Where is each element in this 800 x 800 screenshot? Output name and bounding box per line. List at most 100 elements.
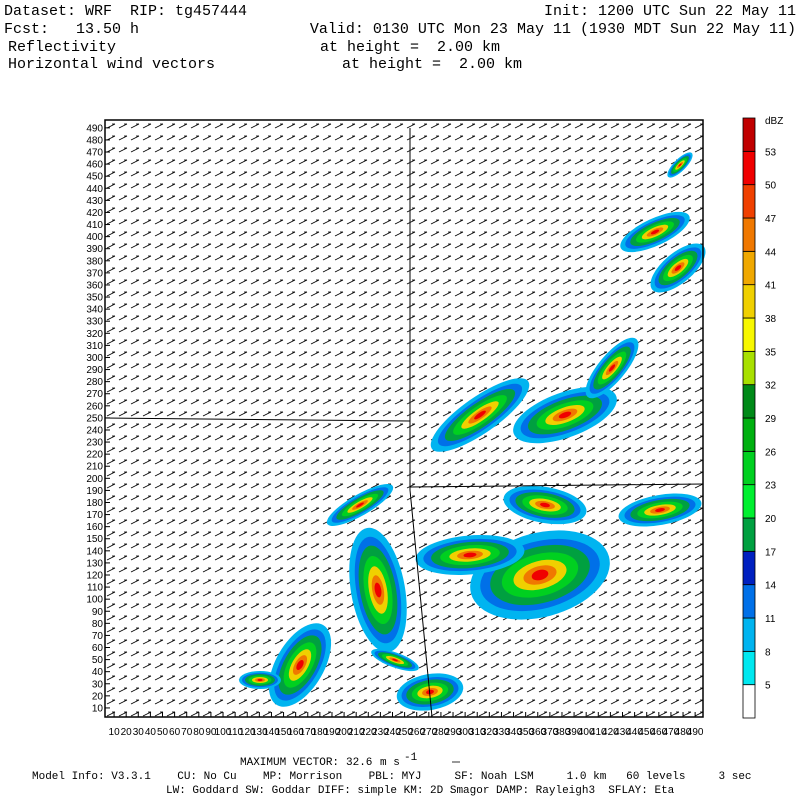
x-tick-label: 390 <box>566 727 583 738</box>
colorbar-box <box>742 117 756 152</box>
colorbar-label: 11 <box>765 614 776 625</box>
init-time: Init: 1200 UTC Sun 22 May 11 <box>544 3 796 20</box>
dataset: Dataset: WRF RIP: tg457444 <box>4 3 247 20</box>
y-tick-label: 60 <box>92 643 104 654</box>
x-tick-label: 250 <box>396 727 413 738</box>
colorbar-label: 32 <box>765 381 777 392</box>
y-tick-label: 230 <box>86 438 103 449</box>
colorbar-box <box>742 184 756 219</box>
field-name: Horizontal wind vectors <box>8 56 215 73</box>
y-tick-label: 170 <box>86 510 103 521</box>
y-tick-label: 30 <box>92 679 104 690</box>
x-tick-label: 150 <box>275 727 292 738</box>
colorbar-box <box>742 650 756 686</box>
x-tick-label: 90 <box>205 727 217 738</box>
max-vector-value: 32.6 <box>346 757 372 769</box>
x-tick-label: 350 <box>517 727 534 738</box>
y-tick-label: 330 <box>86 317 103 328</box>
colorbar-label: 47 <box>765 214 777 225</box>
x-tick-label: 60 <box>169 727 181 738</box>
x-tick-label: 100 <box>215 727 232 738</box>
colorbar-box <box>742 517 756 552</box>
y-tick-label: 240 <box>86 425 103 436</box>
x-tick-label: 490 <box>687 727 704 738</box>
y-tick-label: 180 <box>86 498 103 509</box>
y-tick-label: 360 <box>86 280 103 291</box>
y-tick-label: 450 <box>86 172 103 183</box>
x-tick-label: 290 <box>445 727 462 738</box>
x-tick-label: 400 <box>578 727 595 738</box>
x-tick-label: 40 <box>145 727 157 738</box>
x-tick-label: 370 <box>542 727 559 738</box>
valid-time: Valid: 0130 UTC Mon 23 May 11 (1930 MDT … <box>310 21 796 38</box>
y-tick-label: 190 <box>86 486 103 497</box>
y-tick-label: 440 <box>86 184 103 195</box>
y-tick-label: 80 <box>92 619 104 630</box>
colorbar-label: 20 <box>765 514 777 525</box>
x-tick-label: 110 <box>227 727 243 738</box>
colorbar-label: 8 <box>765 647 771 658</box>
x-tick-label: 240 <box>384 727 401 738</box>
field-name: Reflectivity <box>8 39 116 56</box>
x-tick-label: 330 <box>493 727 510 738</box>
x-tick-label: 120 <box>239 727 256 738</box>
x-tick-label: 190 <box>324 727 341 738</box>
max-vector-exponent: -1 <box>404 752 418 764</box>
x-tick-label: 210 <box>348 727 365 738</box>
x-tick-label: 420 <box>602 727 619 738</box>
border <box>409 483 704 488</box>
y-tick-label: 410 <box>86 220 103 231</box>
colorbar-label: 53 <box>765 147 777 158</box>
x-tick-label: 10 <box>109 727 121 738</box>
colorbar-box <box>742 417 756 452</box>
y-tick-label: 40 <box>92 667 104 678</box>
y-tick-label: 350 <box>86 293 103 304</box>
x-tick-label: 450 <box>638 727 655 738</box>
border <box>409 128 433 718</box>
y-tick-label: 290 <box>86 365 103 376</box>
field-level: at height = 2.00 km <box>320 39 500 56</box>
field-level: at height = 2.00 km <box>342 56 522 73</box>
colorbar-label: 41 <box>765 281 777 292</box>
x-tick-label: 470 <box>663 727 680 738</box>
colorbar-box <box>742 317 756 352</box>
colorbar-box <box>742 350 756 386</box>
borders <box>104 128 704 718</box>
x-tick-label: 310 <box>469 727 486 738</box>
x-tick-label: 280 <box>433 727 450 738</box>
x-tick-label: 170 <box>299 727 316 738</box>
colorbar-label: 23 <box>765 481 777 492</box>
colorbar-label: 17 <box>765 547 777 558</box>
colorbar-box <box>742 217 756 252</box>
x-tick-label: 70 <box>181 727 193 738</box>
x-tick-label: 160 <box>287 727 304 738</box>
x-tick-label: 480 <box>675 727 692 738</box>
x-tick-label: 130 <box>251 727 268 738</box>
x-tick-label: 380 <box>554 727 571 738</box>
colorbar-box <box>742 484 756 519</box>
y-tick-label: 220 <box>86 450 103 461</box>
y-tick-label: 110 <box>87 583 103 594</box>
y-tick-label: 210 <box>86 462 103 473</box>
y-tick-label: 90 <box>92 607 104 618</box>
y-tick-label: 390 <box>86 244 103 255</box>
colorbar-box <box>742 250 756 286</box>
x-tick-label: 320 <box>481 727 498 738</box>
x-tick-label: 30 <box>133 727 145 738</box>
y-tick-label: 160 <box>86 522 103 533</box>
colorbar-box <box>742 450 756 486</box>
x-tick-label: 260 <box>408 727 425 738</box>
x-tick-label: 200 <box>336 727 353 738</box>
x-tick-label: 230 <box>372 727 389 738</box>
y-tick-label: 20 <box>92 691 104 702</box>
y-tick-label: 420 <box>86 208 103 219</box>
colorbar-box <box>742 384 756 419</box>
x-tick-label: 140 <box>263 727 280 738</box>
x-tick-label: 220 <box>360 727 377 738</box>
y-tick-label: 300 <box>86 353 103 364</box>
map-plot <box>104 119 714 718</box>
colorbar-label: 35 <box>765 347 777 358</box>
colorbar-label: 38 <box>765 314 777 325</box>
colorbar-box <box>742 550 756 586</box>
x-tick-label: 360 <box>529 727 546 738</box>
